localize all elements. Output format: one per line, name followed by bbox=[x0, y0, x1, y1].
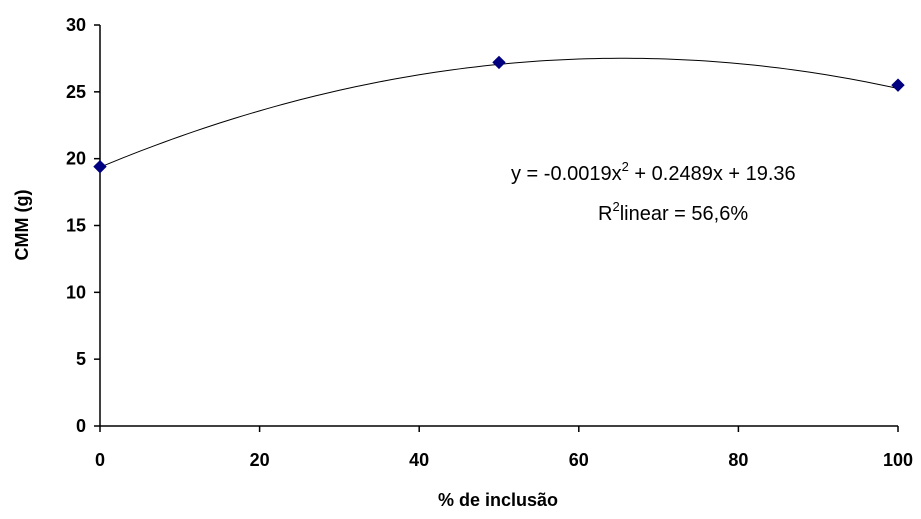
data-point bbox=[492, 55, 506, 70]
data-markers bbox=[93, 55, 905, 174]
data-point bbox=[891, 78, 905, 92]
r-squared-label: R2linear = 56,6% bbox=[598, 199, 748, 225]
y-tick-label: 30 bbox=[66, 15, 86, 35]
y-axis-title: CMM (g) bbox=[12, 190, 32, 261]
x-tick-label: 100 bbox=[883, 450, 913, 470]
x-tick-label: 0 bbox=[95, 450, 105, 470]
trendline bbox=[99, 57, 899, 168]
x-ticks: 0 20 40 60 80 100 bbox=[95, 426, 913, 470]
x-tick-label: 20 bbox=[250, 450, 270, 470]
x-tick-label: 40 bbox=[409, 450, 429, 470]
x-tick-label: 80 bbox=[728, 450, 748, 470]
y-tick-label: 5 bbox=[76, 349, 86, 369]
y-ticks: 0 5 10 15 20 25 30 bbox=[66, 15, 100, 436]
x-tick-label: 60 bbox=[569, 450, 589, 470]
x-axis-title: % de inclusão bbox=[438, 490, 558, 510]
equation-label: y = -0.0019x2 + 0.2489x + 19.36 bbox=[511, 159, 796, 185]
y-tick-label: 0 bbox=[76, 416, 86, 436]
y-tick-label: 15 bbox=[66, 216, 86, 236]
data-point bbox=[93, 159, 107, 174]
axes bbox=[99, 25, 898, 427]
y-tick-label: 20 bbox=[66, 149, 86, 169]
y-tick-label: 10 bbox=[66, 282, 86, 302]
y-tick-label: 25 bbox=[66, 82, 86, 102]
